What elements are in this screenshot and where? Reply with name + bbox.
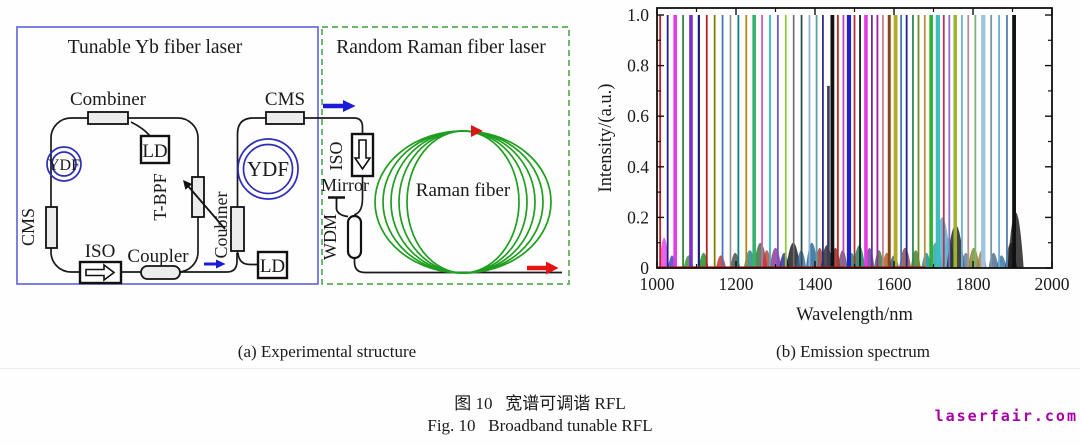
- y-axis-label: Intensity/(a.u.): [596, 84, 616, 193]
- iso1-arrow-icon: [85, 263, 116, 282]
- ld2-box: [256, 250, 289, 280]
- pump-signal-arrow-icon: [451, 125, 483, 137]
- y-tick-label: 0.2: [627, 207, 649, 227]
- fiber-output1: [180, 253, 238, 273]
- raman-laser-box-title: Random Raman fiber laser: [336, 37, 546, 58]
- y-tick-label: 0.8: [627, 56, 649, 76]
- coupler-label: Coupler: [127, 246, 189, 267]
- x-tick-label: 1200: [719, 274, 754, 294]
- x-tick-label: 2000: [1035, 274, 1070, 294]
- caption-divider: [0, 368, 1080, 369]
- y-tick-label: 0.4: [627, 157, 649, 177]
- watermark: laserfair.com: [934, 407, 1078, 425]
- y-tick-label: 0.6: [627, 106, 649, 126]
- raman-fiber-coil: [374, 130, 552, 274]
- coubiner-label: Coubiner: [211, 192, 231, 259]
- wdm-box: [346, 214, 363, 260]
- mirror-label: Mirror: [321, 175, 369, 195]
- fiber-iso2-wdm: [354, 176, 364, 217]
- iso2-label: ISO: [326, 141, 346, 170]
- cms2-box: [265, 111, 305, 125]
- ld1-label: LD: [142, 141, 167, 162]
- x-tick-label: 1400: [798, 274, 833, 294]
- wdm-label: WDM: [320, 214, 340, 260]
- x-tick-label: 1600: [877, 274, 912, 294]
- y-tick-label: 1.0: [627, 5, 649, 25]
- noise-bump: [996, 255, 1007, 268]
- noise-bump: [779, 252, 790, 268]
- y-tick-label: 0: [640, 258, 649, 278]
- noise-bump: [715, 255, 726, 268]
- tbpf-label: T-BPF: [150, 173, 170, 220]
- cms2-label: CMS: [265, 89, 305, 110]
- noise-bump: [967, 247, 980, 268]
- noise-bump: [921, 252, 932, 268]
- tbpf-tuning-arrow: [187, 185, 226, 230]
- x-tick-label: 1000: [640, 274, 675, 294]
- ld2-label: LD: [260, 256, 285, 277]
- x-axis-label: Wavelength/nm: [796, 305, 913, 325]
- raman-laser-box: [321, 26, 570, 285]
- panel-a-caption: (a) Experimental structure: [237, 342, 417, 361]
- tbpf-tuning-arrowhead: [183, 180, 193, 190]
- figure-caption-cn: 图 10 宽谱可调谐 RFL: [454, 394, 626, 413]
- noise-bump: [899, 247, 912, 268]
- iso2-arrow-icon: [353, 139, 372, 171]
- yb-laser-box-title: Tunable Yb fiber laser: [68, 37, 243, 58]
- coupler-box: [140, 265, 181, 280]
- cms1-label: CMS: [18, 208, 38, 246]
- ydf2-coil: [237, 138, 299, 200]
- figure-caption-en: Fig. 10 Broadband tunable RFL: [427, 416, 653, 435]
- iso1-label: ISO: [85, 241, 116, 262]
- coubiner-box: [230, 206, 245, 252]
- ydf2-label: YDF: [247, 157, 289, 181]
- noise-bump: [873, 250, 884, 268]
- panel-b-caption: (b) Emission spectrum: [776, 342, 930, 361]
- combiner-label: Combiner: [70, 89, 147, 110]
- red-output-arrow-icon: [527, 261, 559, 275]
- ld1-box: [139, 134, 171, 165]
- mirror-icon: [328, 196, 349, 218]
- ydf1-coil: [46, 146, 82, 182]
- ld1-lead: [130, 121, 151, 137]
- ydf1-label: YDF: [48, 157, 80, 174]
- emission-spectrum-chart: 1000 1200 1400 1600 1800 2000 0 0.2 0.4 0.6 0.8 1.0…: [596, 5, 1070, 325]
- blue-arrow-2-icon: [323, 100, 356, 112]
- noise-bump: [659, 237, 670, 268]
- yb-laser-box: [16, 26, 319, 285]
- fiber-amp-path: [236, 117, 268, 255]
- blue-arrow-1-icon: [204, 259, 226, 269]
- raman-fiber-label: Raman fiber: [416, 180, 511, 201]
- cms1-box: [45, 206, 58, 249]
- x-tick-label: 1800: [956, 274, 991, 294]
- combiner-box: [87, 111, 129, 125]
- noise-bump: [820, 245, 833, 268]
- fiber-wdm-out: [353, 258, 562, 274]
- fiber-output2: [304, 117, 364, 136]
- ld2-lead: [237, 252, 258, 266]
- experimental-structure-diagram: Tunable Yb fiber laser Random Raman fibe…: [16, 26, 570, 285]
